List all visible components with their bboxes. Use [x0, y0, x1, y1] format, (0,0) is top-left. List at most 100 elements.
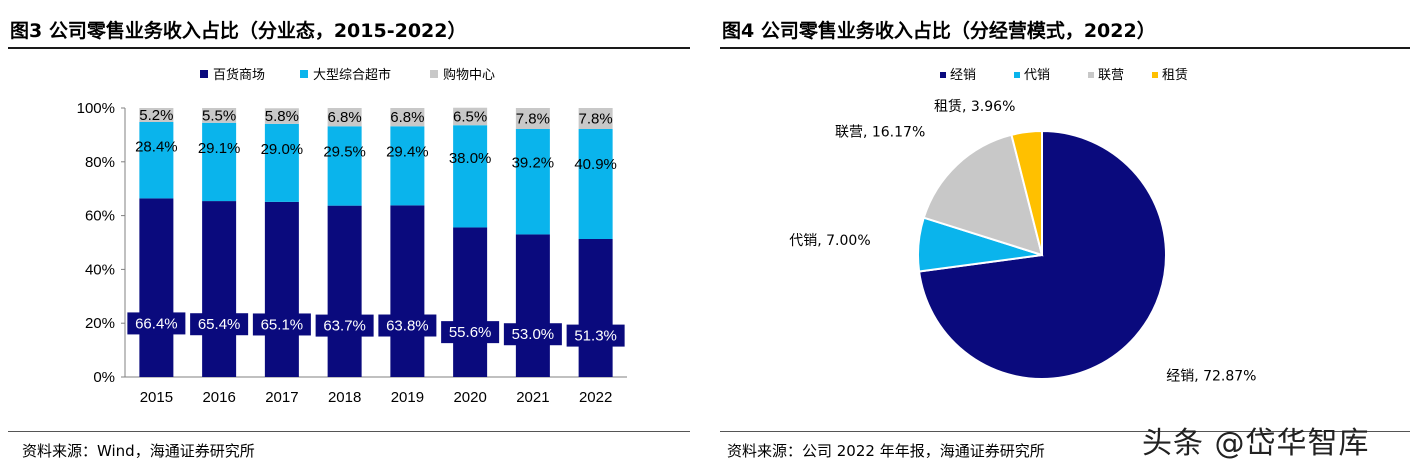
- right-source-rule: [720, 431, 1410, 432]
- data-label: 63.8%: [386, 318, 429, 335]
- stacked-bar-chart: 0% 20% 40% 60% 80% 100% 百货商场 大型综合超市 购物中心 66.4% 28.…: [77, 67, 627, 406]
- legend-label: 代销: [1024, 68, 1050, 83]
- legend-swatch: [1014, 72, 1020, 78]
- x-tick-label: 2015: [140, 389, 173, 406]
- y-tick-label: 100%: [77, 100, 115, 117]
- x-tick-label: 2017: [265, 389, 298, 406]
- slice-label: 租赁, 3.96%: [934, 99, 1015, 115]
- pie-slice: [922, 133, 1044, 257]
- bar-segment: [453, 227, 488, 377]
- legend-label: 百货商场: [213, 67, 265, 83]
- y-tick-label: 0%: [93, 369, 115, 386]
- pie-slice: [1010, 129, 1043, 256]
- bar-segment: [139, 121, 174, 199]
- x-tick-label: 2018: [328, 389, 361, 406]
- slice-label: 经销, 72.87%: [1166, 369, 1256, 385]
- x-tick-label: 2021: [516, 389, 549, 406]
- legend-swatch: [200, 70, 208, 78]
- bar-segment: [202, 201, 237, 377]
- data-label-box: [378, 314, 437, 337]
- data-label: 5.5%: [202, 107, 236, 124]
- right-title-rule: [720, 47, 1410, 49]
- data-label: 38.0%: [449, 150, 492, 167]
- bar-segment: [515, 128, 550, 235]
- legend-label: 购物中心: [443, 67, 495, 83]
- bar-segment: [139, 108, 174, 122]
- bar-segment: [264, 201, 299, 377]
- legend-label: 租赁: [1162, 68, 1188, 83]
- data-label: 39.2%: [512, 155, 555, 172]
- bar-segment: [453, 107, 488, 126]
- bar-segment: [515, 108, 550, 129]
- data-label-box: [252, 313, 311, 336]
- data-label: 28.4%: [135, 138, 178, 155]
- bar-segment: [453, 125, 488, 228]
- data-label: 5.2%: [139, 107, 173, 124]
- right-chart-title: 图4 公司零售业务收入占比（分经营模式，2022）: [722, 20, 1156, 42]
- data-label-box: [566, 324, 625, 347]
- y-tick-label: 20%: [85, 315, 115, 332]
- slice-label: 联营, 16.17%: [835, 124, 925, 140]
- bar-segment: [578, 128, 613, 240]
- legend-swatch: [1152, 72, 1158, 78]
- bar-segment: [578, 239, 613, 377]
- bar-segment: [578, 108, 613, 129]
- bar-segment: [202, 108, 237, 123]
- data-label: 29.1%: [198, 140, 241, 157]
- x-tick-label: 2022: [579, 389, 612, 406]
- x-tick-label: 2016: [202, 389, 235, 406]
- data-label: 65.4%: [198, 316, 241, 333]
- left-chart-title: 图3 公司零售业务收入占比（分业态，2015-2022）: [10, 20, 467, 42]
- bar-segment: [202, 122, 237, 202]
- bar-segment: [390, 108, 425, 127]
- bar-segment: [515, 234, 550, 377]
- data-label: 7.8%: [579, 110, 613, 127]
- data-label: 40.9%: [574, 156, 617, 173]
- data-label: 7.8%: [516, 110, 550, 127]
- legend-label: 经销: [950, 68, 976, 83]
- x-tick-label: 2020: [453, 389, 486, 406]
- data-label-box: [315, 314, 374, 337]
- data-label-box: [190, 313, 249, 336]
- legend-swatch: [430, 70, 438, 78]
- data-label: 6.8%: [328, 109, 362, 126]
- watermark-text: 头条 @岱华智库: [1142, 426, 1370, 461]
- legend-label: 联营: [1098, 68, 1124, 83]
- data-label: 29.4%: [386, 144, 429, 161]
- data-label: 29.5%: [323, 144, 366, 161]
- legend-swatch: [1088, 72, 1094, 78]
- data-label-box: [127, 312, 186, 335]
- data-label: 5.8%: [265, 108, 299, 125]
- bar-segment: [327, 126, 362, 206]
- data-label: 55.6%: [449, 324, 492, 341]
- bar-segment: [264, 123, 299, 202]
- bar-segment: [390, 126, 425, 206]
- legend-swatch: [300, 70, 308, 78]
- slice-label: 代销, 7.00%: [789, 233, 870, 249]
- bar-segment: [264, 108, 299, 124]
- y-tick-label: 80%: [85, 154, 115, 171]
- left-title-rule: [8, 47, 690, 49]
- data-label-box: [503, 323, 562, 346]
- bar-segment: [139, 198, 174, 377]
- x-tick-label: 2019: [391, 389, 424, 406]
- left-source-rule: [8, 431, 690, 432]
- left-source-note: 资料来源：Wind，海通证券研究所: [22, 442, 255, 460]
- data-label: 29.0%: [261, 141, 304, 158]
- data-label: 53.0%: [512, 326, 555, 343]
- data-label: 51.3%: [574, 328, 617, 345]
- data-label: 66.4%: [135, 315, 178, 332]
- legend-label: 大型综合超市: [313, 67, 391, 83]
- data-label-box: [441, 321, 500, 344]
- y-tick-label: 40%: [85, 261, 115, 278]
- data-label: 6.8%: [390, 109, 424, 126]
- bar-segment: [327, 205, 362, 377]
- bar-segment: [390, 205, 425, 377]
- right-source-note: 资料来源：公司 2022 年年报，海通证券研究所: [727, 442, 1045, 460]
- data-label: 6.5%: [453, 108, 487, 125]
- bar-segment: [327, 108, 362, 127]
- data-label: 65.1%: [261, 316, 304, 333]
- legend-swatch: [940, 72, 946, 78]
- data-label: 63.7%: [323, 318, 366, 335]
